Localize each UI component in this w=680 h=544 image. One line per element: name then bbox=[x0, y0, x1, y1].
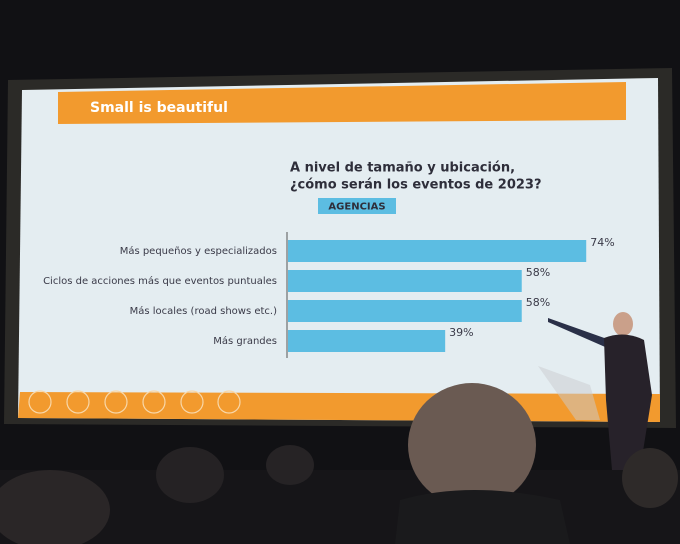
category-label: Más locales (road shows etc.) bbox=[130, 305, 278, 317]
audience-head bbox=[0, 470, 110, 544]
presenter-arm bbox=[548, 318, 612, 350]
nav-icon bbox=[142, 390, 166, 414]
value-label: 58% bbox=[526, 296, 550, 309]
audience-head bbox=[266, 445, 314, 485]
category-label: Más pequeños y especializados bbox=[120, 245, 277, 257]
toolbar bbox=[28, 390, 241, 414]
bar bbox=[288, 270, 522, 292]
audience bbox=[0, 383, 680, 544]
nav-icon bbox=[180, 390, 204, 414]
subtitle-badge bbox=[318, 198, 396, 214]
category-label: Ciclos de acciones más que eventos puntu… bbox=[43, 275, 277, 287]
chart-title: ¿cómo serán los eventos de 2023? bbox=[290, 178, 542, 193]
chart-subtitle: AGENCIAS bbox=[328, 202, 385, 213]
nav-icon bbox=[217, 390, 241, 414]
audience-head bbox=[156, 447, 224, 503]
slide-header-band bbox=[58, 82, 626, 124]
presenter bbox=[538, 312, 652, 470]
value-label: 58% bbox=[526, 266, 550, 279]
bar bbox=[288, 300, 522, 322]
value-label: 39% bbox=[449, 326, 473, 339]
nav-icon bbox=[66, 390, 90, 414]
presenter-shadow bbox=[538, 366, 600, 420]
audience-head bbox=[408, 383, 536, 507]
bar bbox=[288, 330, 446, 352]
slide-header: Small is beautiful bbox=[90, 100, 228, 116]
audience-head bbox=[622, 448, 678, 508]
category-label: Más grandes bbox=[213, 335, 277, 347]
plot: Más pequeños y especializados 74% Ciclos d… bbox=[43, 236, 615, 352]
bar bbox=[288, 240, 587, 262]
nav-icon bbox=[28, 390, 52, 414]
presenter-head bbox=[613, 312, 633, 336]
nav-icon bbox=[104, 390, 128, 414]
value-label: 74% bbox=[590, 236, 614, 249]
presenter-body bbox=[604, 334, 652, 470]
audience-body bbox=[395, 490, 570, 544]
chart-title: A nivel de tamaño y ubicación, bbox=[290, 161, 515, 176]
